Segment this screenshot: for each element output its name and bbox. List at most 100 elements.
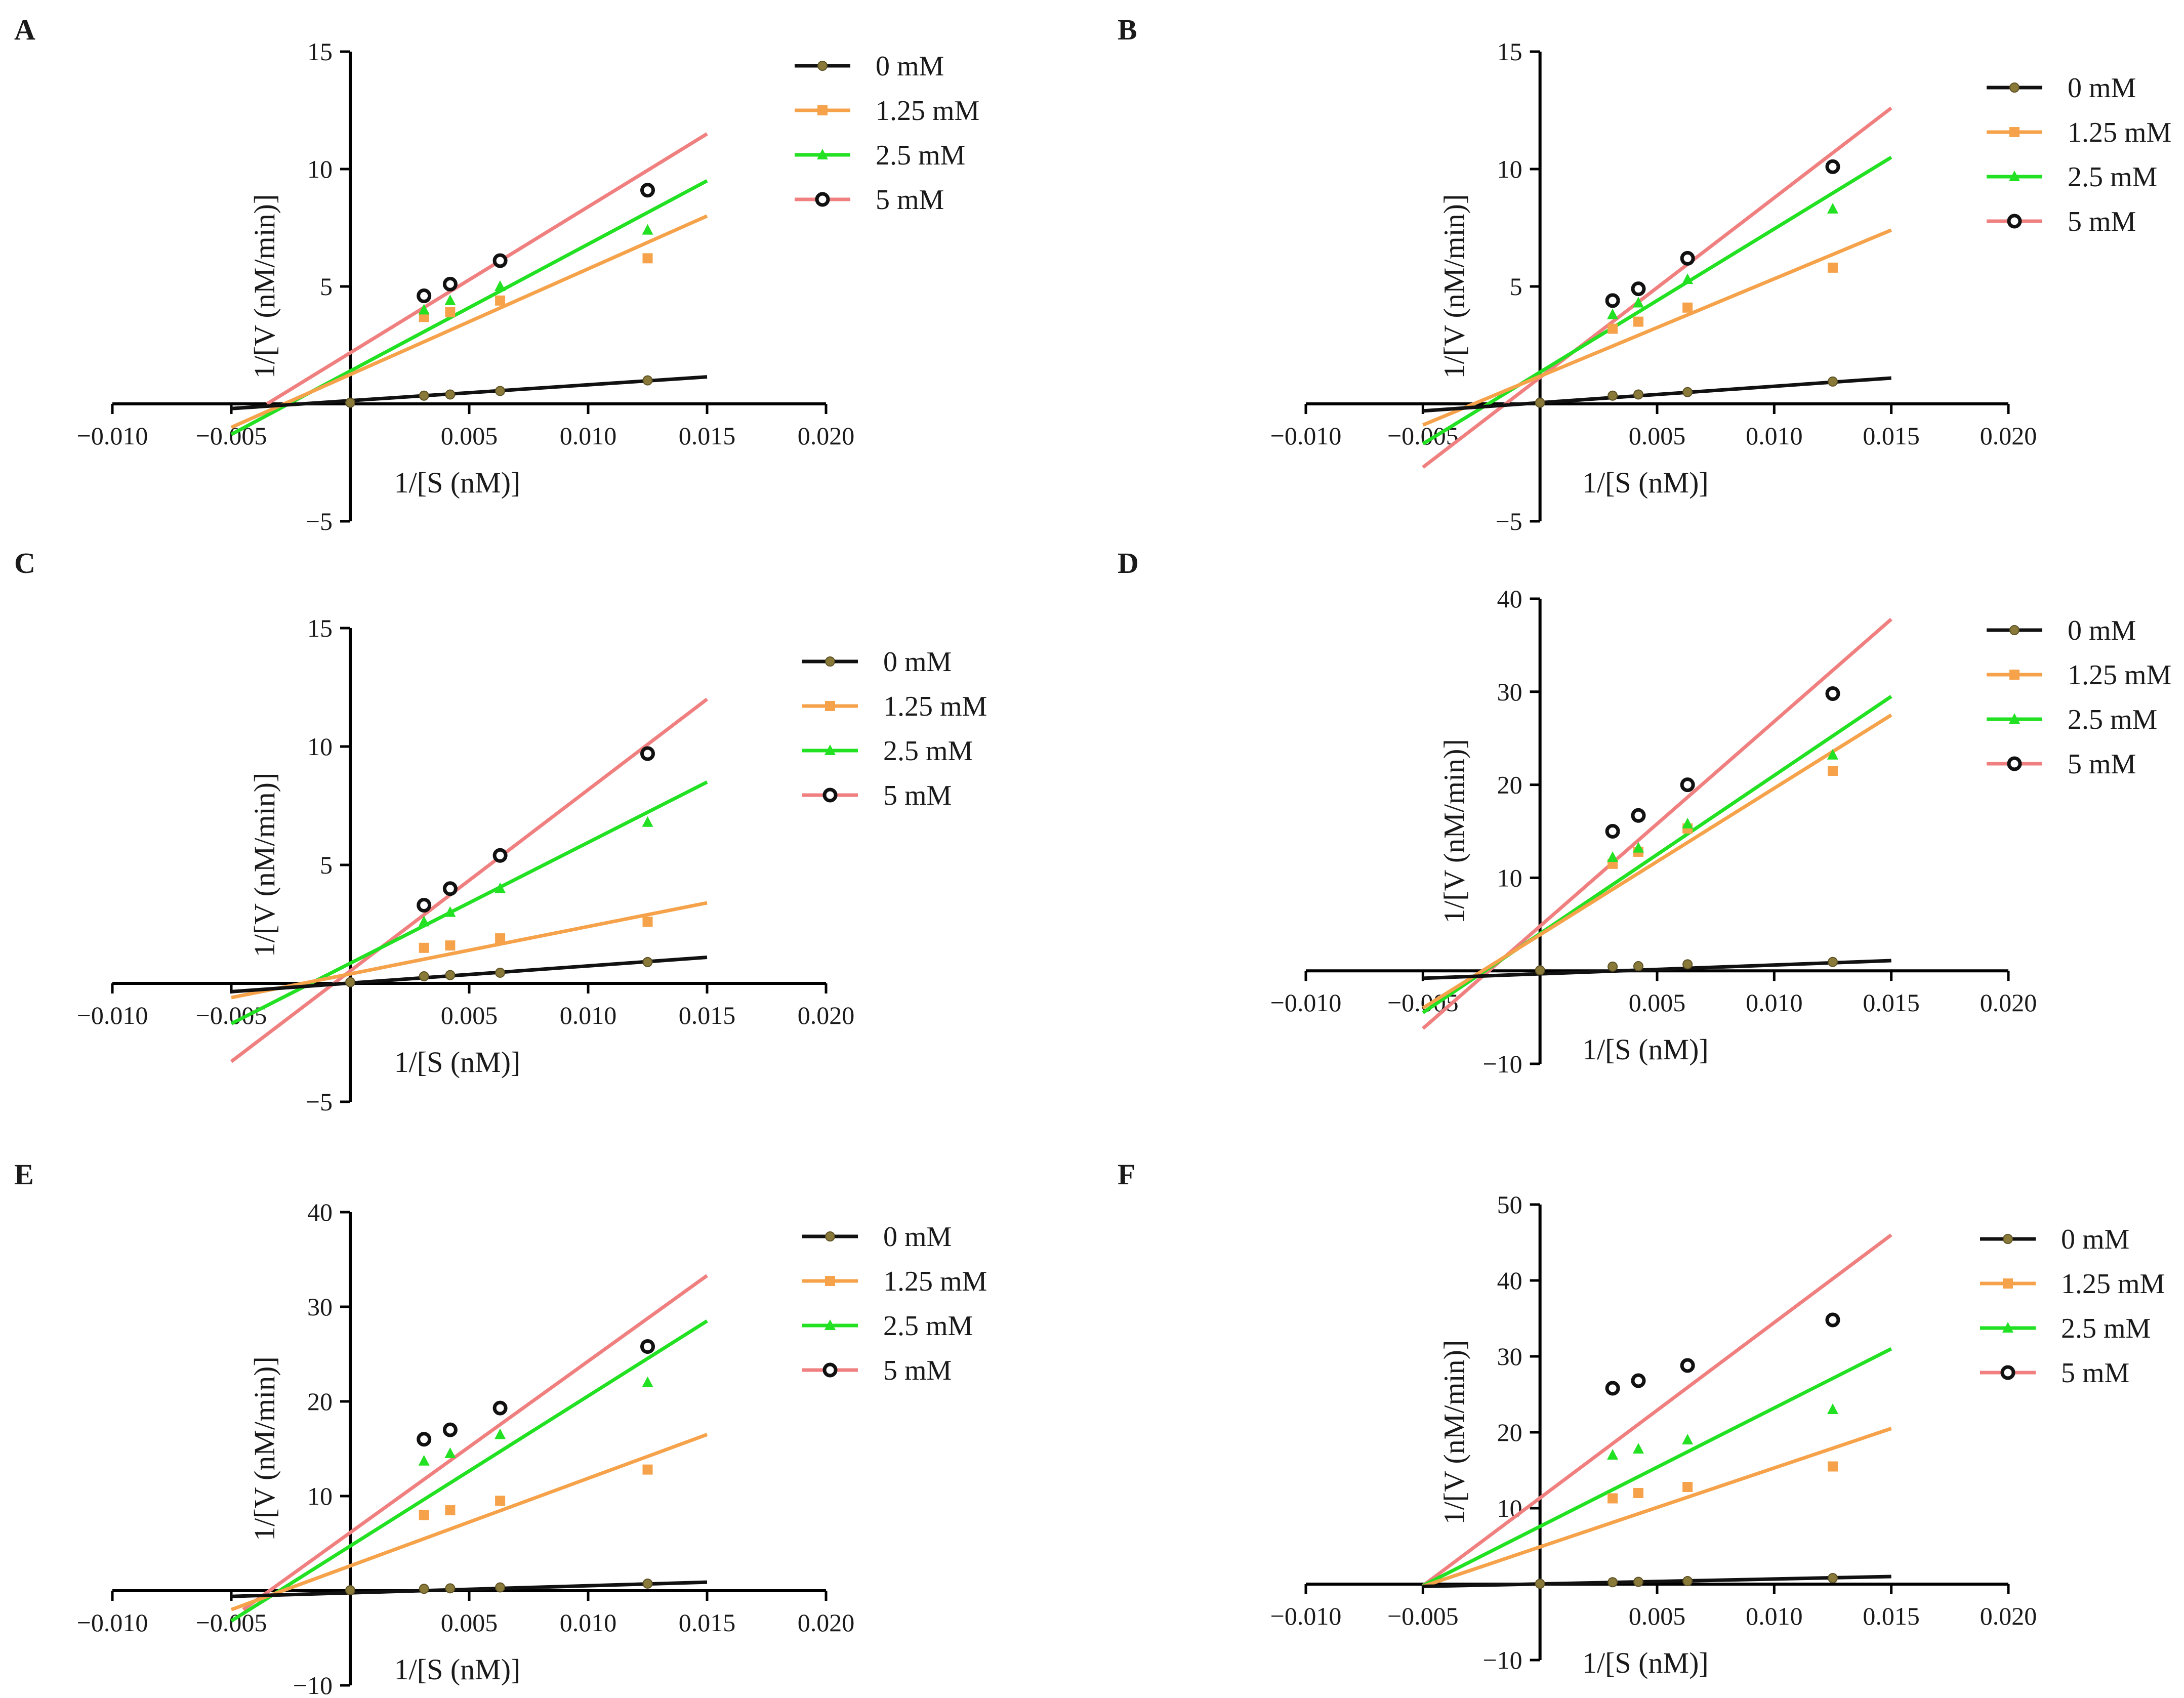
y-tick-label: 20 xyxy=(307,1387,333,1416)
data-point xyxy=(1828,376,1838,387)
data-point xyxy=(419,1510,429,1520)
legend-label: 5 mM xyxy=(876,184,944,216)
data-point xyxy=(640,1339,655,1354)
legend: 0 mM 1.25 mM 2.5 mM 5 mM xyxy=(802,1221,987,1386)
x-tick-label: 0.010 xyxy=(1746,422,1803,450)
chart-c: −0.010 −0.005 0.005 0.010 0.015 0.020 −5 5 10 15 1… xyxy=(77,614,987,1116)
data-point xyxy=(492,253,508,268)
x-tick-label: −0.005 xyxy=(196,1001,267,1029)
legend-label: 2.5 mM xyxy=(883,1310,973,1342)
data-point xyxy=(444,906,456,917)
x-tick-label: 0.020 xyxy=(798,422,855,450)
fit-line-2-5-mM xyxy=(1422,1347,1892,1588)
legend: 0 mM 1.25 mM 2.5 mM 5 mM xyxy=(1987,72,2171,237)
data-point xyxy=(640,183,655,198)
y-tick-label: 50 xyxy=(1497,1190,1522,1219)
y-tick-label: 40 xyxy=(307,1198,333,1226)
data-point xyxy=(1631,281,1646,297)
x-tick-label: −0.010 xyxy=(77,1001,148,1029)
series-points-0-mM xyxy=(345,957,653,987)
fit-line-5-mM xyxy=(1422,106,1892,469)
y-axis-title: 1/[V (nM/min)] xyxy=(248,1356,281,1541)
series-points-0-mM xyxy=(345,375,653,408)
y-tick-label: 15 xyxy=(307,37,333,66)
y-tick-label: 10 xyxy=(307,732,333,761)
panel-letter: B xyxy=(1118,13,1137,46)
legend: 0 mM 1.25 mM 2.5 mM 5 mM xyxy=(1987,615,2171,780)
data-point xyxy=(1607,851,1619,862)
series-points-0-mM xyxy=(345,1578,653,1596)
legend-marker xyxy=(2003,1278,2013,1289)
x-tick-label: 0.020 xyxy=(798,1608,855,1637)
data-point xyxy=(642,816,653,827)
legend-label: 5 mM xyxy=(883,1355,952,1386)
series-points-2-5-mM xyxy=(1607,1403,1838,1460)
y-tick-label: 10 xyxy=(1497,863,1522,892)
data-point xyxy=(442,276,458,292)
data-point xyxy=(419,1584,429,1594)
data-point xyxy=(1535,1579,1545,1589)
x-tick-label: 0.015 xyxy=(1863,1602,1920,1630)
y-tick-label: 20 xyxy=(1497,1418,1522,1446)
legend-label: 0 mM xyxy=(2061,1224,2129,1255)
panel-b: B −0.010 −0.005 0.005 0.010 0.015 0.020 −5 5 10 1… xyxy=(1118,13,2171,535)
y-tick-label: −5 xyxy=(306,507,333,535)
data-point xyxy=(1608,1493,1618,1504)
legend-label: 1.25 mM xyxy=(883,691,987,722)
data-point xyxy=(1607,1449,1619,1460)
data-point xyxy=(444,1447,456,1458)
data-point xyxy=(1608,323,1618,334)
data-point xyxy=(1535,397,1545,408)
data-point xyxy=(1682,1482,1693,1492)
y-tick-label: 5 xyxy=(320,851,333,879)
x-tick-label: 0.010 xyxy=(560,1001,617,1029)
legend-label: 0 mM xyxy=(2068,72,2136,104)
data-point xyxy=(445,970,456,980)
series-points-0-mM xyxy=(1535,957,1838,976)
chart-d: −0.010 −0.005 0.005 0.010 0.015 0.020−1010203… xyxy=(1270,585,2172,1078)
panel-letter: E xyxy=(14,1158,34,1191)
fit-line-2-5-mM xyxy=(1422,155,1892,445)
x-tick-label: −0.010 xyxy=(1270,422,1342,450)
legend-label: 1.25 mM xyxy=(2068,117,2171,148)
data-point xyxy=(1631,1373,1646,1388)
data-point xyxy=(642,375,653,386)
x-tick-label: −0.010 xyxy=(77,422,148,450)
y-tick-label: 30 xyxy=(1497,1342,1522,1371)
data-point xyxy=(495,386,506,396)
legend-marker xyxy=(2009,670,2020,680)
x-tick-label: −0.010 xyxy=(77,1608,148,1637)
data-point xyxy=(1633,316,1643,327)
legend-label: 2.5 mM xyxy=(876,140,965,171)
data-point xyxy=(445,1505,456,1516)
data-point xyxy=(445,1583,456,1594)
data-point xyxy=(1682,1434,1694,1444)
x-axis-title: 1/[S (nM)] xyxy=(394,1046,521,1079)
fit-line-2-5-mM xyxy=(230,1319,708,1623)
data-point xyxy=(1682,302,1693,313)
data-point xyxy=(492,1400,508,1416)
legend-marker xyxy=(825,744,836,755)
legend-marker xyxy=(2009,127,2020,137)
data-point xyxy=(495,1428,506,1439)
legend: 0 mM 1.25 mM 2.5 mM 5 mM xyxy=(795,51,979,216)
y-tick-label: 30 xyxy=(307,1293,333,1321)
x-tick-label: 0.015 xyxy=(679,1001,736,1029)
data-point xyxy=(442,1422,458,1437)
series-points-5-mM xyxy=(1605,159,1840,308)
legend-label: 1.25 mM xyxy=(883,1266,987,1297)
legend-label: 2.5 mM xyxy=(883,735,973,767)
data-point xyxy=(1828,1461,1838,1472)
data-point xyxy=(1680,251,1695,266)
y-tick-label: −10 xyxy=(293,1671,333,1698)
data-point xyxy=(642,917,653,927)
legend-marker xyxy=(2009,625,2020,635)
legend-marker xyxy=(825,1231,835,1241)
data-point xyxy=(1680,777,1695,793)
legend-marker xyxy=(822,788,838,803)
x-tick-label: 0.005 xyxy=(441,1608,498,1637)
x-tick-label: 0.015 xyxy=(1863,422,1920,450)
data-point xyxy=(1682,817,1694,829)
legend-label: 2.5 mM xyxy=(2068,704,2157,735)
